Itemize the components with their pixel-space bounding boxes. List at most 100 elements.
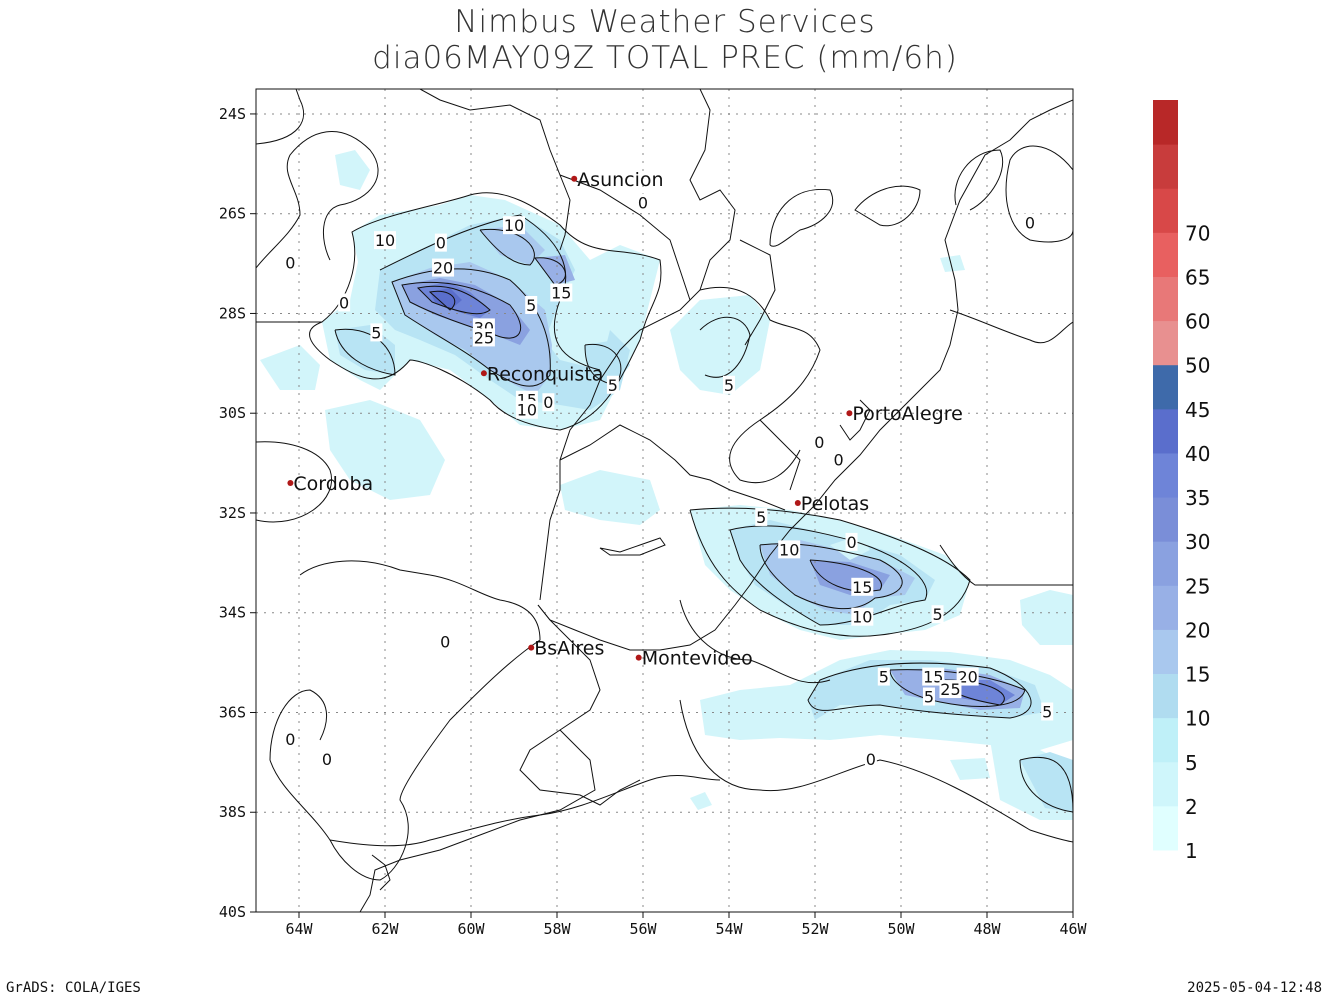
contour-line — [854, 185, 921, 227]
map-subtitle: dia06MAY09Z TOTAL PREC (mm/6h) — [372, 40, 958, 76]
city-label: Montevideo — [642, 648, 753, 670]
contour-label-bg — [320, 749, 333, 768]
border — [839, 399, 871, 441]
axis-ticks — [250, 113, 1074, 918]
contour-label: 5 — [608, 376, 618, 395]
lon-tick-label: 60W — [457, 920, 485, 938]
contour-line — [809, 559, 883, 592]
contour-label-bg — [370, 323, 383, 342]
lat-tick-label: 40S — [219, 903, 246, 921]
map-grid — [256, 89, 1074, 913]
colorbar-swatch — [1153, 364, 1178, 410]
city-dot — [571, 175, 578, 182]
contour-label: 10 — [375, 231, 395, 250]
border — [759, 419, 801, 491]
contour-label-bg — [845, 532, 858, 551]
contour-label-bg — [1041, 702, 1054, 721]
contour-label: 0 — [322, 750, 332, 769]
colorbar-label: 2 — [1185, 795, 1198, 819]
colorbar-label: 20 — [1185, 618, 1210, 642]
colorbar-swatch — [1153, 541, 1178, 586]
colorbar-label: 5 — [1185, 751, 1198, 775]
contour-line — [428, 290, 456, 311]
contour-line — [256, 441, 332, 523]
lat-tick-label: 32S — [219, 504, 246, 522]
colorbar-swatch — [1153, 629, 1178, 675]
colorbar-swatch — [1153, 497, 1178, 542]
contour-label-bg — [284, 729, 297, 748]
contour-label-bg — [778, 540, 801, 559]
contour-line — [699, 316, 751, 378]
lon-tick-label: 58W — [543, 920, 571, 938]
border — [539, 89, 736, 601]
precip-area — [335, 150, 370, 190]
contour-label-bg — [439, 632, 452, 651]
lon-tick-label: 64W — [285, 920, 313, 938]
coastline — [519, 604, 641, 806]
contour-label: 10 — [517, 401, 537, 420]
contour-label-bg — [755, 507, 768, 526]
contour-line — [391, 268, 551, 387]
contour-line — [699, 286, 821, 484]
colorbar-swatch — [1153, 408, 1178, 454]
border — [419, 89, 571, 251]
lat-tick-label: 30S — [219, 404, 246, 422]
precip-area — [1020, 752, 1073, 812]
contour-label-bg — [284, 253, 297, 272]
colorbar-swatch — [1153, 805, 1178, 851]
contour-label: 5 — [924, 688, 934, 707]
contour-label-bg — [432, 258, 455, 277]
precip-area — [480, 225, 545, 265]
contour-label: 5 — [526, 296, 536, 315]
lon-tick-label: 56W — [629, 920, 657, 938]
colorbar-label: 40 — [1185, 442, 1210, 466]
footer-timestamp: 2025-05-04-12:48 — [1187, 980, 1322, 996]
colorbar-swatch — [1153, 761, 1178, 807]
contour-label: 5 — [756, 508, 766, 527]
colorbar-label: 45 — [1185, 398, 1210, 422]
city-label: PortoAlegre — [852, 403, 962, 425]
contour-label-bg — [851, 607, 874, 626]
contour-label-bg — [832, 450, 845, 469]
colorbar-label: 30 — [1185, 530, 1210, 554]
lat-tick-label: 34S — [219, 604, 246, 622]
colorbar-swatch — [1153, 188, 1178, 233]
contour-label-bg — [472, 328, 495, 347]
colorbar-swatch — [1153, 100, 1178, 145]
contour-label-bg — [877, 667, 890, 686]
city-markers: Asuncion Reconquista PortoAlegre Cordoba Pel… — [287, 169, 963, 670]
lon-tick-label: 54W — [715, 920, 743, 938]
coastlines-borders — [359, 89, 1073, 912]
coastline — [359, 729, 596, 912]
contour-label-bg — [1024, 213, 1036, 232]
contour-line — [949, 309, 1073, 344]
border — [559, 424, 786, 511]
contour-label: 0 — [814, 433, 824, 452]
contour-label: 0 — [436, 234, 446, 253]
contour-label: 20 — [433, 259, 453, 278]
contour-label: 0 — [1025, 214, 1035, 233]
contour-label: 0 — [866, 750, 876, 769]
precip-area — [940, 255, 965, 272]
colorbar-swatch — [1153, 232, 1178, 277]
border — [559, 174, 691, 301]
contour-line — [256, 192, 662, 431]
lon-tick-label: 46W — [1059, 920, 1087, 938]
contour-line — [256, 89, 304, 145]
contour-label: 0 — [543, 393, 553, 412]
colorbar-swatch — [1153, 717, 1178, 763]
precip-fields — [260, 150, 1073, 820]
contour-label-bg — [956, 667, 979, 686]
contour-label: 0 — [285, 730, 295, 749]
contour-label: 5 — [879, 668, 889, 687]
coastline — [537, 99, 1073, 651]
contour-label: 0 — [846, 533, 856, 552]
colorbar-label: 50 — [1185, 354, 1210, 378]
precip-area — [670, 295, 770, 395]
contour-label-bg — [931, 605, 944, 624]
precip-area — [945, 680, 1015, 705]
contour-label: 0 — [834, 451, 844, 470]
contour-label: 5 — [1042, 702, 1052, 721]
